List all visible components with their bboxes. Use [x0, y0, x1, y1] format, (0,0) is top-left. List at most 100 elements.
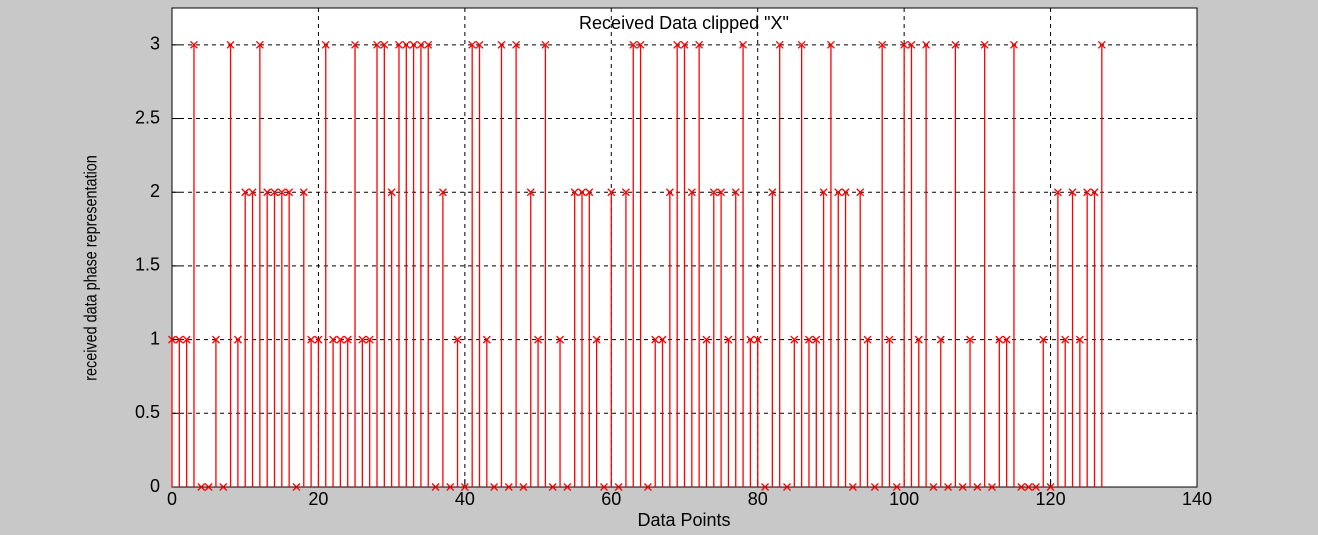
stem-marker [929, 483, 938, 491]
stem-marker [1083, 188, 1092, 197]
x-tick-label: 0 [167, 489, 177, 509]
stem-marker [768, 188, 777, 197]
x-tick-label: 80 [748, 489, 768, 509]
stem-marker [556, 335, 564, 344]
x-axis-label: Data Points [637, 510, 730, 530]
stem-marker [1031, 483, 1040, 491]
stem-marker [739, 40, 748, 49]
stem-marker [907, 40, 916, 49]
stem-marker [761, 483, 769, 491]
stem-marker [343, 335, 352, 344]
stem-marker [373, 40, 381, 49]
x-tick-label: 120 [1036, 489, 1066, 509]
stem-marker [636, 40, 645, 49]
stem-marker [175, 335, 184, 344]
stem-marker [1046, 483, 1055, 491]
stem-marker [600, 483, 608, 491]
stem-marker [292, 483, 301, 491]
stem-marker [504, 483, 513, 491]
stem-marker [446, 483, 455, 491]
y-tick-label: 2 [150, 181, 160, 201]
stem-marker [746, 335, 755, 344]
stem-marker [424, 40, 433, 49]
stem-marker [1017, 483, 1026, 491]
stem-marker [848, 483, 857, 491]
stem-marker [643, 483, 652, 491]
stem-marker [1068, 188, 1077, 197]
stem-marker [490, 483, 499, 491]
stem-marker [790, 335, 799, 344]
stem-marker [248, 188, 257, 197]
stem-marker [211, 335, 220, 344]
stem-marker [1061, 335, 1070, 344]
stem-marker [914, 335, 923, 344]
stem-marker [812, 335, 821, 344]
stem-marker [1075, 335, 1084, 344]
x-tick-label: 100 [889, 489, 919, 509]
stem-marker [724, 335, 733, 344]
stem-marker [497, 40, 506, 49]
stem-marker [482, 335, 491, 344]
stem-marker [277, 188, 286, 197]
stem-marker [460, 483, 469, 491]
stem-marker [607, 188, 616, 197]
stem-marker [995, 335, 1004, 344]
stem-marker [826, 40, 835, 49]
stem-marker [1002, 335, 1011, 344]
stem-marker [621, 188, 630, 197]
stem-marker [263, 188, 272, 197]
stem-marker [922, 40, 931, 49]
stem-marker [197, 483, 206, 491]
stem-marker [980, 40, 989, 49]
stem-marker [219, 483, 228, 491]
stem-marker [578, 188, 586, 197]
stem-marker [951, 40, 960, 49]
stem-marker [1039, 335, 1048, 344]
y-tick-label: 0 [150, 476, 160, 496]
stem-marker [1053, 188, 1062, 197]
stem-marker [409, 40, 418, 49]
stem-marker [651, 335, 660, 344]
y-tick-label: 0.5 [135, 402, 160, 422]
stem-marker [270, 188, 279, 197]
stem-marker [973, 483, 982, 491]
stem-marker [753, 335, 762, 344]
stem-marker [182, 335, 191, 344]
stem-marker [958, 483, 967, 491]
stem-marker [805, 335, 813, 344]
stem-marker [358, 335, 367, 344]
x-tick-label: 20 [308, 489, 328, 509]
stem-marker [438, 188, 447, 197]
stem-marker [629, 40, 638, 49]
stem-marker [717, 188, 726, 197]
stem-marker [431, 483, 440, 491]
stem-marker [1090, 188, 1099, 197]
stem-marker [380, 40, 389, 49]
stem-marker [658, 335, 667, 344]
stem-marker [695, 40, 704, 49]
stem-marker [190, 40, 198, 49]
stem-marker [783, 483, 791, 491]
stem-marker [680, 40, 689, 49]
stem-marker [526, 188, 535, 197]
x-tick-label: 140 [1182, 489, 1212, 509]
stem-marker [541, 40, 550, 49]
stem-marker [585, 188, 594, 197]
stem-marker [775, 40, 784, 49]
stem-marker [878, 40, 887, 49]
x-tick-label: 40 [455, 489, 475, 509]
stem-marker [548, 483, 557, 491]
stem-marker [395, 40, 403, 49]
stem-marker [336, 335, 345, 344]
stem-marker [687, 188, 696, 197]
stem-marker [673, 40, 682, 49]
stem-marker [563, 483, 572, 491]
stem-marker [314, 335, 323, 344]
stem-marker [204, 483, 213, 491]
stem-marker [468, 40, 477, 49]
stem-marker [944, 483, 953, 491]
stem-marker [1097, 40, 1106, 49]
stem-marker [519, 483, 528, 491]
stem-marker [255, 40, 264, 49]
y-tick-label: 1.5 [135, 255, 160, 275]
